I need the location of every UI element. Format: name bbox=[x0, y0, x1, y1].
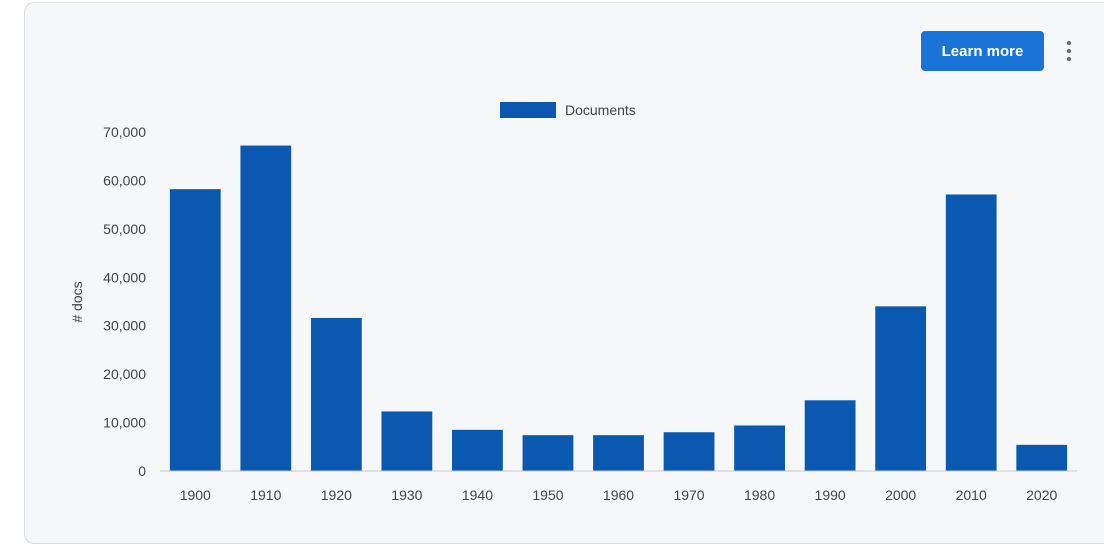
bar-2000[interactable] bbox=[875, 306, 927, 471]
bar-1920[interactable] bbox=[310, 317, 362, 471]
more-dot bbox=[1067, 57, 1071, 61]
x-tick-label: 2020 bbox=[1026, 487, 1057, 503]
legend-swatch bbox=[500, 102, 556, 118]
more-vert-icon[interactable] bbox=[1058, 36, 1080, 66]
y-axis-ticks: 0 10,000 20,000 30,000 40,000 50,000 60,000 70,… bbox=[103, 124, 146, 479]
x-tick-label: 2000 bbox=[885, 487, 916, 503]
bar-1990[interactable] bbox=[804, 400, 856, 471]
x-tick-label: 1970 bbox=[673, 487, 704, 503]
learn-more-button[interactable]: Learn more bbox=[921, 31, 1044, 71]
bar-1970[interactable] bbox=[663, 432, 715, 471]
legend-label: Documents bbox=[565, 102, 636, 118]
bar-1940[interactable] bbox=[452, 429, 503, 471]
bars bbox=[169, 145, 1068, 472]
bar-chart: Documents # docs 0 10,000 20,000 30,000 40,0… bbox=[69, 102, 1077, 503]
x-tick-label: 1980 bbox=[744, 487, 775, 503]
y-tick-label: 60,000 bbox=[103, 172, 146, 188]
x-tick-label: 1940 bbox=[462, 487, 493, 503]
bar-1950[interactable] bbox=[522, 435, 574, 471]
bar-2020[interactable] bbox=[1016, 444, 1068, 471]
more-dot bbox=[1067, 41, 1071, 45]
x-tick-label: 1930 bbox=[391, 487, 422, 503]
y-tick-label: 10,000 bbox=[103, 415, 146, 431]
more-dot bbox=[1067, 49, 1071, 53]
y-tick-label: 40,000 bbox=[103, 269, 146, 285]
bar-1980[interactable] bbox=[734, 425, 785, 471]
bar-2010[interactable] bbox=[945, 194, 997, 472]
legend: Documents bbox=[500, 102, 636, 118]
x-tick-label: 1990 bbox=[815, 487, 846, 503]
x-axis-ticks: 1900 1910 1920 1930 1940 1950 1960 1970 1980 1990… bbox=[180, 487, 1058, 503]
x-tick-label: 1920 bbox=[321, 487, 352, 503]
y-tick-label: 50,000 bbox=[103, 221, 146, 237]
bar-1910[interactable] bbox=[240, 145, 292, 471]
y-axis-label: # docs bbox=[69, 281, 85, 322]
x-tick-label: 1910 bbox=[250, 487, 281, 503]
x-tick-label: 1900 bbox=[180, 487, 211, 503]
x-tick-label: 1950 bbox=[532, 487, 563, 503]
y-tick-label: 20,000 bbox=[103, 366, 146, 382]
x-tick-label: 2010 bbox=[956, 487, 987, 503]
bar-1960[interactable] bbox=[593, 435, 644, 471]
y-tick-label: 0 bbox=[138, 463, 146, 479]
bar-1900[interactable] bbox=[169, 189, 221, 471]
x-tick-label: 1960 bbox=[603, 487, 634, 503]
y-tick-label: 30,000 bbox=[103, 318, 146, 334]
bar-1930[interactable] bbox=[381, 411, 433, 471]
y-tick-label: 70,000 bbox=[103, 124, 146, 140]
